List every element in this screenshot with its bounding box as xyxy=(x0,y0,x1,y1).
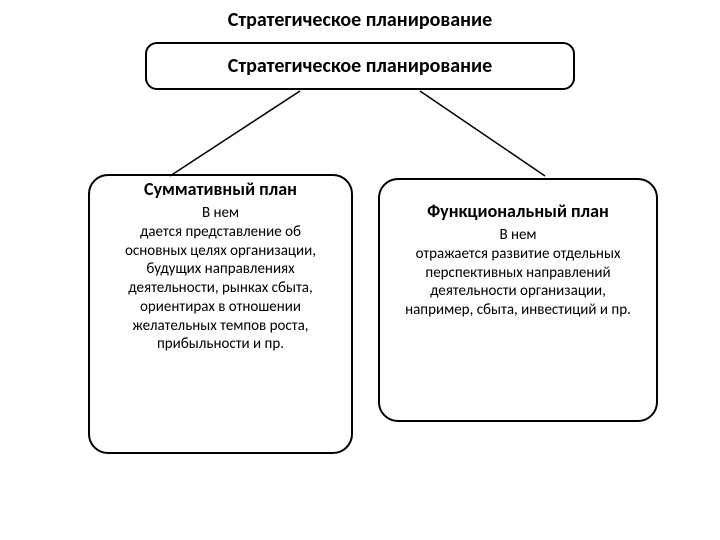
right-box-body: В нем отражается развитие отдельных перс… xyxy=(380,222,656,320)
left-box: Суммативный план В нем дается представле… xyxy=(88,174,353,454)
left-box-body: В нем дается представление об основных ц… xyxy=(90,200,351,354)
top-box: Стратегическое планирование xyxy=(145,42,575,90)
top-box-title: Стратегическое планирование xyxy=(228,54,492,78)
left-box-title: Суммативный план xyxy=(90,176,351,200)
right-box-title: Функциональный план xyxy=(380,180,656,222)
right-box: Функциональный план В нем отражается раз… xyxy=(378,178,658,422)
page-title: Стратегическое планирование xyxy=(210,8,510,32)
connector-right xyxy=(420,91,545,176)
connector-left xyxy=(170,91,300,176)
